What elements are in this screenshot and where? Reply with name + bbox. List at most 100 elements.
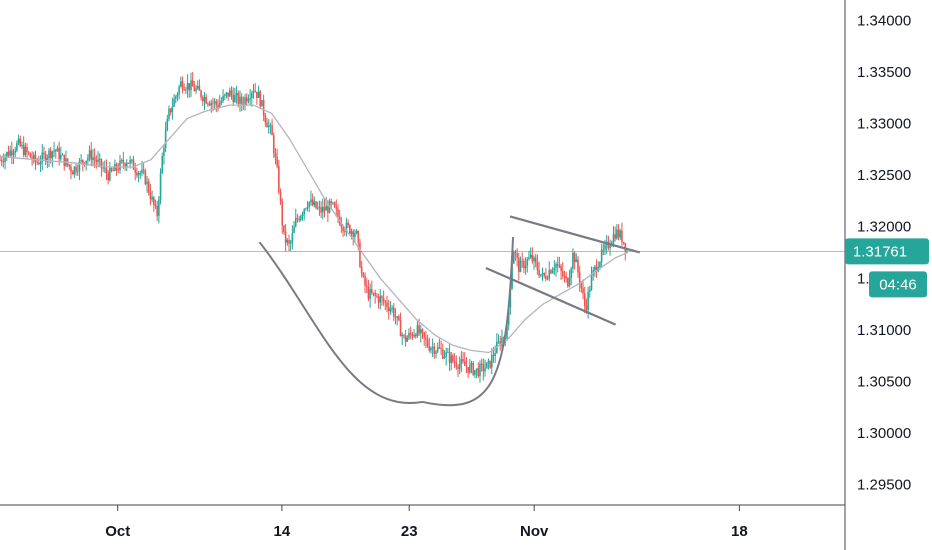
moving-average-line (0, 104, 628, 354)
candle-body (244, 97, 246, 105)
candle-body (485, 362, 488, 369)
cup-pattern-curve[interactable] (258, 236, 515, 407)
candle-body (254, 90, 256, 92)
candle-body (41, 152, 44, 163)
candle-body (288, 240, 290, 244)
candle-body (14, 150, 17, 153)
plot-area[interactable] (0, 72, 845, 407)
candle-body (354, 233, 356, 237)
candle-body (433, 346, 436, 354)
candle-body (457, 366, 459, 369)
candle-body (29, 153, 32, 158)
time-axis[interactable]: Oct 14 23 Nov 18 (105, 505, 748, 540)
candle-body (414, 334, 417, 337)
candle-body (97, 159, 99, 163)
candle-body (232, 94, 235, 103)
candle-body (39, 162, 42, 165)
last-price-badge (845, 238, 929, 265)
candle-body (131, 159, 133, 161)
candle-body (26, 146, 28, 153)
candle-body (43, 152, 45, 155)
candle-body (34, 154, 37, 163)
candle-body (604, 244, 606, 250)
candle-body (357, 230, 360, 243)
candle-body (463, 361, 466, 366)
candle-body (362, 273, 365, 277)
y-tick-label: 1.30000 (857, 425, 911, 442)
candle-body (49, 150, 52, 159)
candle-body (555, 263, 557, 268)
candle-body (577, 259, 579, 273)
candle-body (202, 97, 204, 102)
candle-body (391, 307, 393, 309)
candle-body (600, 249, 603, 263)
candle-body (291, 232, 294, 243)
candle-body (477, 368, 480, 377)
channel-lower-line[interactable] (485, 266, 617, 326)
candle-body (343, 231, 346, 233)
candle-body (403, 334, 405, 336)
candle-body (560, 265, 562, 271)
candle-body (117, 169, 120, 171)
candle-body (262, 99, 265, 116)
candle-body (66, 158, 69, 165)
candle-body (384, 301, 387, 303)
candle-body (161, 156, 164, 174)
candle-body (60, 154, 62, 160)
candle-body (425, 337, 427, 340)
candle-body (256, 91, 258, 98)
candle-body (399, 320, 402, 337)
candle-body (612, 234, 615, 244)
candle-body (230, 90, 233, 95)
candle-body (365, 285, 368, 287)
candle-body (553, 267, 556, 271)
candle-body (63, 154, 66, 166)
candle-body (103, 167, 106, 169)
candle-body (144, 170, 147, 184)
candle-body (19, 138, 22, 146)
candle-body (489, 360, 491, 368)
candle-body (82, 159, 84, 163)
channel-upper-line[interactable] (509, 215, 641, 254)
candle-body (523, 260, 525, 269)
candle-body (438, 347, 441, 349)
candle-body (526, 259, 529, 266)
candle-body (333, 202, 336, 207)
candle-body (151, 197, 153, 200)
candle-body (440, 348, 442, 350)
candle-body (411, 334, 414, 337)
candle-body (141, 169, 143, 173)
candle-body (227, 92, 229, 97)
last-price-value: 1.31761 (853, 243, 907, 260)
candle-body (21, 144, 23, 146)
candle-body (105, 167, 108, 174)
candle-body (518, 257, 520, 273)
y-tick-label: 1.32000 (857, 219, 911, 236)
candle-body (218, 103, 221, 108)
candle-body (318, 207, 321, 209)
candle-body (168, 108, 170, 119)
candle-body (207, 103, 209, 105)
candle-body (441, 349, 444, 359)
candle-body (325, 206, 327, 211)
candle-body (267, 125, 270, 128)
candle-body (271, 125, 273, 136)
candle-body (215, 101, 218, 105)
candle-body (152, 197, 155, 206)
candle-body (585, 305, 588, 311)
candle-body (428, 345, 431, 351)
candle-body (119, 160, 121, 171)
candle-body (602, 249, 605, 251)
candle-body (261, 99, 263, 107)
candle-body (48, 150, 50, 159)
candle-body (323, 206, 326, 211)
x-tick-label: Nov (520, 523, 549, 540)
candle-body (17, 138, 20, 144)
candle-body (259, 91, 262, 107)
candle-body (80, 159, 82, 162)
candle-body (514, 252, 517, 254)
candle-body (371, 289, 373, 294)
price-axis[interactable]: 1.29500 1.30000 1.30500 1.31000 1.32000 1.325… (857, 13, 911, 494)
candle-body (178, 86, 180, 95)
